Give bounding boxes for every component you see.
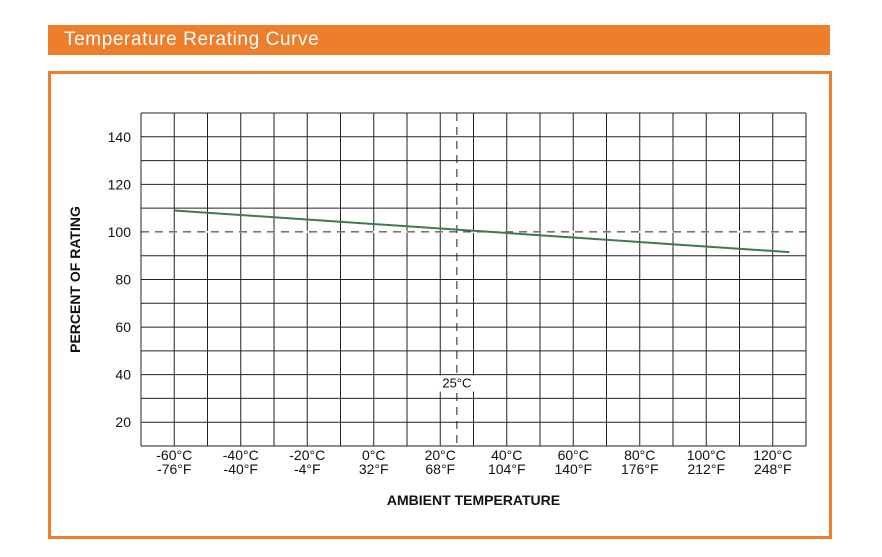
reference-temperature-label: 25°C	[442, 376, 471, 391]
x-tick-label-celsius: 120°C	[753, 447, 792, 463]
y-axis-title: PERCENT OF RATING	[67, 206, 83, 353]
y-tick-label: 60	[115, 319, 131, 335]
x-tick-label-fahrenheit: 140°F	[554, 461, 592, 477]
y-tick-label: 80	[115, 272, 131, 288]
x-tick-label-fahrenheit: 176°F	[621, 461, 659, 477]
y-tick-label: 100	[108, 224, 132, 240]
reference-label-backing	[436, 375, 477, 392]
chart-title: Temperature Rerating Curve	[64, 29, 320, 50]
y-tick-label: 120	[108, 176, 132, 192]
x-tick-label-celsius: -20°C	[289, 447, 325, 463]
x-tick-label-fahrenheit: -4°F	[294, 461, 321, 477]
x-tick-label-fahrenheit: 248°F	[754, 461, 792, 477]
x-tick-label-fahrenheit: 32°F	[359, 461, 389, 477]
x-tick-label-celsius: 20°C	[425, 447, 456, 463]
x-tick-label-celsius: -40°C	[223, 447, 259, 463]
x-tick-label-celsius: 60°C	[558, 447, 589, 463]
x-axis-title: AMBIENT TEMPERATURE	[387, 492, 560, 508]
chart-header-bar: Temperature Rerating Curve	[48, 25, 830, 55]
y-tick-label: 40	[115, 367, 131, 383]
x-tick-label-celsius: -60°C	[156, 447, 192, 463]
y-tick-label: 20	[115, 414, 131, 430]
x-tick-label-fahrenheit: 104°F	[488, 461, 526, 477]
x-tick-label-celsius: 80°C	[624, 447, 655, 463]
x-tick-labels: -60°C -40°C -20°C 0°C 20°C 40°C 60°C 80°C 100°C 1…	[156, 447, 792, 477]
derating-curve-line	[174, 209, 790, 254]
series-lines	[174, 209, 790, 254]
x-tick-label-celsius: 100°C	[687, 447, 726, 463]
x-tick-label-fahrenheit: 212°F	[687, 461, 725, 477]
x-tick-label-celsius: 40°C	[491, 447, 522, 463]
major-gridlines	[140, 112, 807, 447]
x-tick-label-fahrenheit: -40°F	[224, 461, 258, 477]
x-tick-label-fahrenheit: -76°F	[157, 461, 191, 477]
y-tick-labels: 20 40 60 80 100 120 140	[108, 129, 132, 430]
y-tick-label: 140	[108, 129, 132, 145]
x-tick-label-fahrenheit: 68°F	[425, 461, 455, 477]
x-tick-label-celsius: 0°C	[362, 447, 386, 463]
reference-lines	[141, 113, 806, 446]
